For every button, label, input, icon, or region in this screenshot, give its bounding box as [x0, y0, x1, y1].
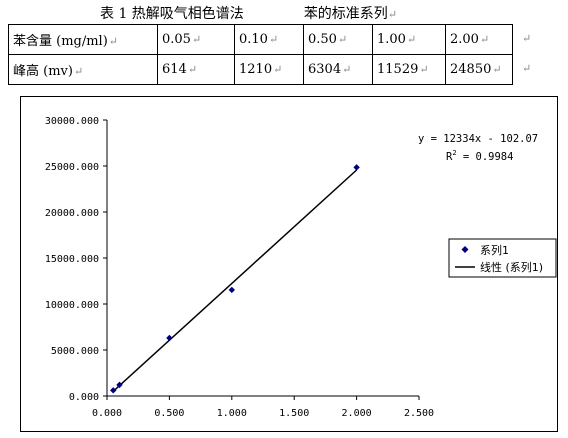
table-cell: 24850↵ [445, 54, 513, 85]
return-mark-icon: ↵ [419, 63, 429, 76]
x-tick-label: 2.000 [342, 408, 372, 419]
return-mark-icon: ↵ [108, 35, 119, 48]
legend-label-trendline: 线性 (系列1) [480, 260, 543, 274]
data-point [228, 286, 235, 294]
table-cell: 614↵ [157, 54, 235, 85]
data-points [110, 164, 360, 394]
return-mark-icon: ↵ [522, 32, 532, 45]
table-cell: 0.05↵ [157, 24, 235, 55]
table-cell: 0.10↵ [234, 24, 304, 55]
table-cell: 1.00↵ [372, 24, 446, 55]
x-tick-label: 1.500 [279, 408, 309, 419]
y-tick-label: 10000.000 [45, 300, 99, 311]
axes: 0.000 5000.000 10000.000 15000.000 20000.000… [45, 116, 434, 419]
return-mark-icon: ↵ [337, 33, 348, 46]
table-cell: 2.00↵ [445, 24, 513, 55]
data-point [166, 334, 173, 342]
row-header-cell: 峰高 (mv)↵ [8, 54, 158, 85]
legend-diamond-icon [461, 246, 469, 253]
caption-title: 表 1 热解吸气相色谱法 [100, 6, 244, 22]
return-mark-icon: ↵ [492, 63, 502, 76]
y-tick-label: 5000.000 [51, 346, 99, 357]
data-point [353, 164, 360, 171]
return-mark-icon: ↵ [522, 62, 532, 75]
return-mark-icon: ↵ [268, 33, 279, 46]
legend-box [448, 238, 557, 278]
data-point [110, 387, 117, 394]
y-tick-label: 20000.000 [45, 208, 99, 219]
trendline [112, 169, 358, 392]
standard-series-table: 苯含量 (mg/ml)↵ 0.05↵ 0.10↵ 0.50↵ 1.00↵ 2.0… [8, 24, 513, 85]
return-mark-icon: ↵ [273, 63, 283, 76]
y-tick-label: 30000.000 [45, 116, 99, 127]
regression-equation: y = 12334x - 102.07 [418, 133, 538, 145]
return-mark-icon: ↵ [187, 63, 198, 76]
data-point [116, 381, 123, 389]
return-mark-icon: ↵ [387, 8, 398, 21]
legend: 系列1 线性 (系列1) [448, 238, 557, 278]
return-mark-icon: ↵ [342, 63, 352, 76]
x-tick-label: 2.500 [404, 408, 434, 419]
trendline-layer [112, 169, 358, 392]
table-row: 苯含量 (mg/ml)↵ 0.05↵ 0.10↵ 0.50↵ 1.00↵ 2.0… [8, 24, 513, 55]
x-tick-label: 0.500 [154, 408, 184, 419]
table-row: 峰高 (mv)↵ 614↵ 1210↵ 6304↵ 11529↵ 24850↵ [8, 54, 513, 85]
caption-series-title: 苯的标准系列 [303, 6, 388, 22]
annotations: y = 12334x - 102.07 R2 = 0.9984 [418, 133, 538, 163]
y-tick-label: 0.000 [69, 392, 99, 403]
r-squared-label: R2 = 0.9984 [446, 149, 513, 163]
y-tick-label: 15000.000 [45, 254, 99, 265]
return-mark-icon: ↵ [479, 33, 490, 46]
return-mark-icon: ↵ [73, 65, 84, 78]
y-tick-label: 25000.000 [45, 162, 99, 173]
legend-label-series: 系列1 [480, 243, 509, 257]
return-mark-icon: ↵ [191, 33, 202, 46]
table-caption: 表 1 热解吸气相色谱法 苯的标准系列↵ [100, 4, 540, 24]
table-cell: 11529↵ [372, 54, 446, 85]
x-tick-label: 0.000 [92, 408, 122, 419]
return-mark-icon: ↵ [406, 33, 417, 46]
table-cell: 1210↵ [234, 54, 304, 85]
table-cell: 0.50↵ [303, 24, 373, 55]
x-tick-label: 1.000 [217, 408, 247, 419]
